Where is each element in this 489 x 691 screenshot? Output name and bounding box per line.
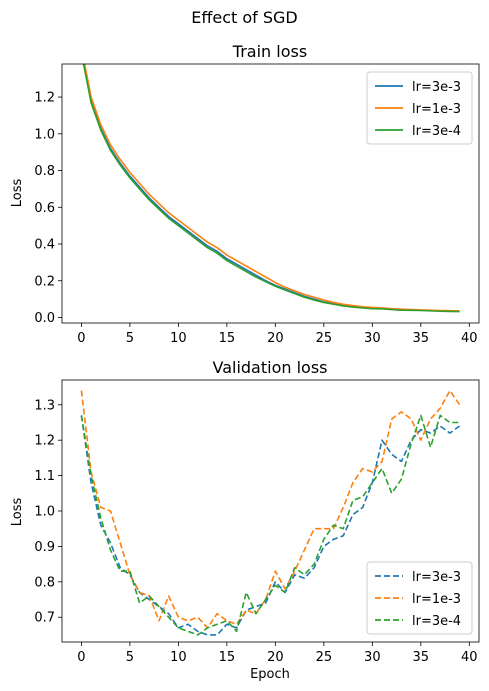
x-tick-label: 0 [77,331,85,346]
y-tick-label: 1.2 [34,434,55,449]
train-loss-legend: lr=3e-3 lr=1e-3 lr=3e-4 [367,72,472,144]
y-tick-label: 0.6 [34,201,55,216]
y-tick-label: 1.0 [34,127,55,142]
y-tick-label: 0.8 [34,575,55,590]
x-tick-label: 30 [364,650,381,665]
x-tick-label: 0 [77,650,85,665]
x-tick-label: 10 [170,331,187,346]
legend-label: lr=1e-3 [412,102,461,117]
x-tick-label: 25 [316,331,333,346]
legend-label: lr=3e-4 [412,614,461,629]
y-tick-label: 1.2 [34,91,55,106]
train-loss-ylabel: Loss [10,179,25,208]
x-tick-label: 15 [219,331,236,346]
y-tick-label: 0.9 [34,540,55,555]
validation-loss-title: Validation loss [213,358,328,377]
validation-loss-ylabel: Loss [10,498,25,527]
y-tick-label: 1.1 [34,469,55,484]
y-tick-label: 0.0 [34,311,55,326]
train-loss-title: Train loss [232,42,307,61]
x-tick-label: 35 [413,650,430,665]
validation-loss-xlabel: Epoch [250,667,290,682]
x-tick-label: 5 [126,331,134,346]
x-tick-label: 30 [364,331,381,346]
legend-label: lr=3e-4 [412,124,461,139]
x-tick-label: 35 [413,331,430,346]
y-tick-label: 1.0 [34,505,55,520]
y-tick-label: 0.7 [34,611,55,626]
y-tick-label: 0.8 [34,164,55,179]
y-tick-label: 0.4 [34,238,55,253]
legend-label: lr=1e-3 [412,592,461,607]
x-tick-label: 25 [316,650,333,665]
x-tick-label: 15 [219,650,236,665]
x-tick-label: 10 [170,650,187,665]
y-tick-label: 0.2 [34,274,55,289]
x-tick-label: 20 [267,331,284,346]
validation-loss-legend: lr=3e-3 lr=1e-3 lr=3e-4 [367,562,472,634]
legend-label: lr=3e-3 [412,80,461,95]
legend-label: lr=3e-3 [412,570,461,585]
x-tick-label: 20 [267,650,284,665]
x-tick-label: 5 [126,650,134,665]
x-tick-label: 40 [461,331,478,346]
figure-title: Effect of SGD [191,8,298,27]
x-tick-label: 40 [461,650,478,665]
y-tick-label: 1.3 [34,398,55,413]
